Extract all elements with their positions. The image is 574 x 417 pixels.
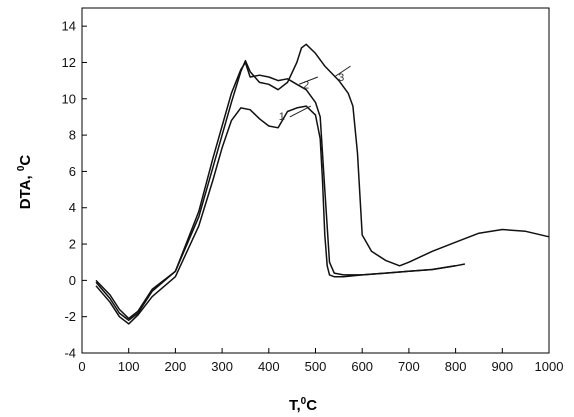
x-tick-label: 900 [491,359,513,374]
curve-1-label: 1 [279,111,285,123]
y-tick-label: -4 [64,346,76,361]
x-tick-label: 1000 [535,359,564,374]
y-tick-label: 6 [69,164,76,179]
x-tick-label: 0 [78,359,85,374]
y-axis-title: DTA, 0C [16,155,34,210]
x-axis-title: T,0C [289,396,317,414]
y-tick-label: 10 [62,91,76,106]
dta-curve-3 [95,43,550,320]
plot-frame [81,7,550,354]
x-tick-label: 100 [118,359,140,374]
x-tick-label: 300 [211,359,233,374]
curve-3-label: 3 [338,72,344,84]
x-tick-label: 400 [258,359,280,374]
x-tick-label: 500 [305,359,327,374]
curve-1-leader [289,105,312,118]
dta-curve-1 [95,105,456,325]
x-tick-label: 800 [445,359,467,374]
y-tick-label: 2 [69,237,76,252]
curve-3-leader [333,65,351,78]
dta-curve-2 [95,61,466,322]
curve-2-leader [298,76,319,85]
x-tick-label: 700 [398,359,420,374]
y-tick-label: 8 [69,128,76,143]
axis-ticks: 0 100 200 300 400 500 600 700 800 900 1000 -4 -2 0 2 4 6… [62,19,564,374]
y-tick-label: 4 [69,200,76,215]
dta-curves [95,43,550,325]
y-tick-label: -2 [64,309,76,324]
curve-labels: 1 2 3 [279,65,351,123]
y-tick-label: 0 [69,273,76,288]
y-tick-label: 14 [62,19,76,34]
curve-2-label: 2 [303,79,309,91]
x-tick-label: 200 [165,359,187,374]
y-tick-label: 12 [62,55,76,70]
x-tick-label: 600 [351,359,373,374]
